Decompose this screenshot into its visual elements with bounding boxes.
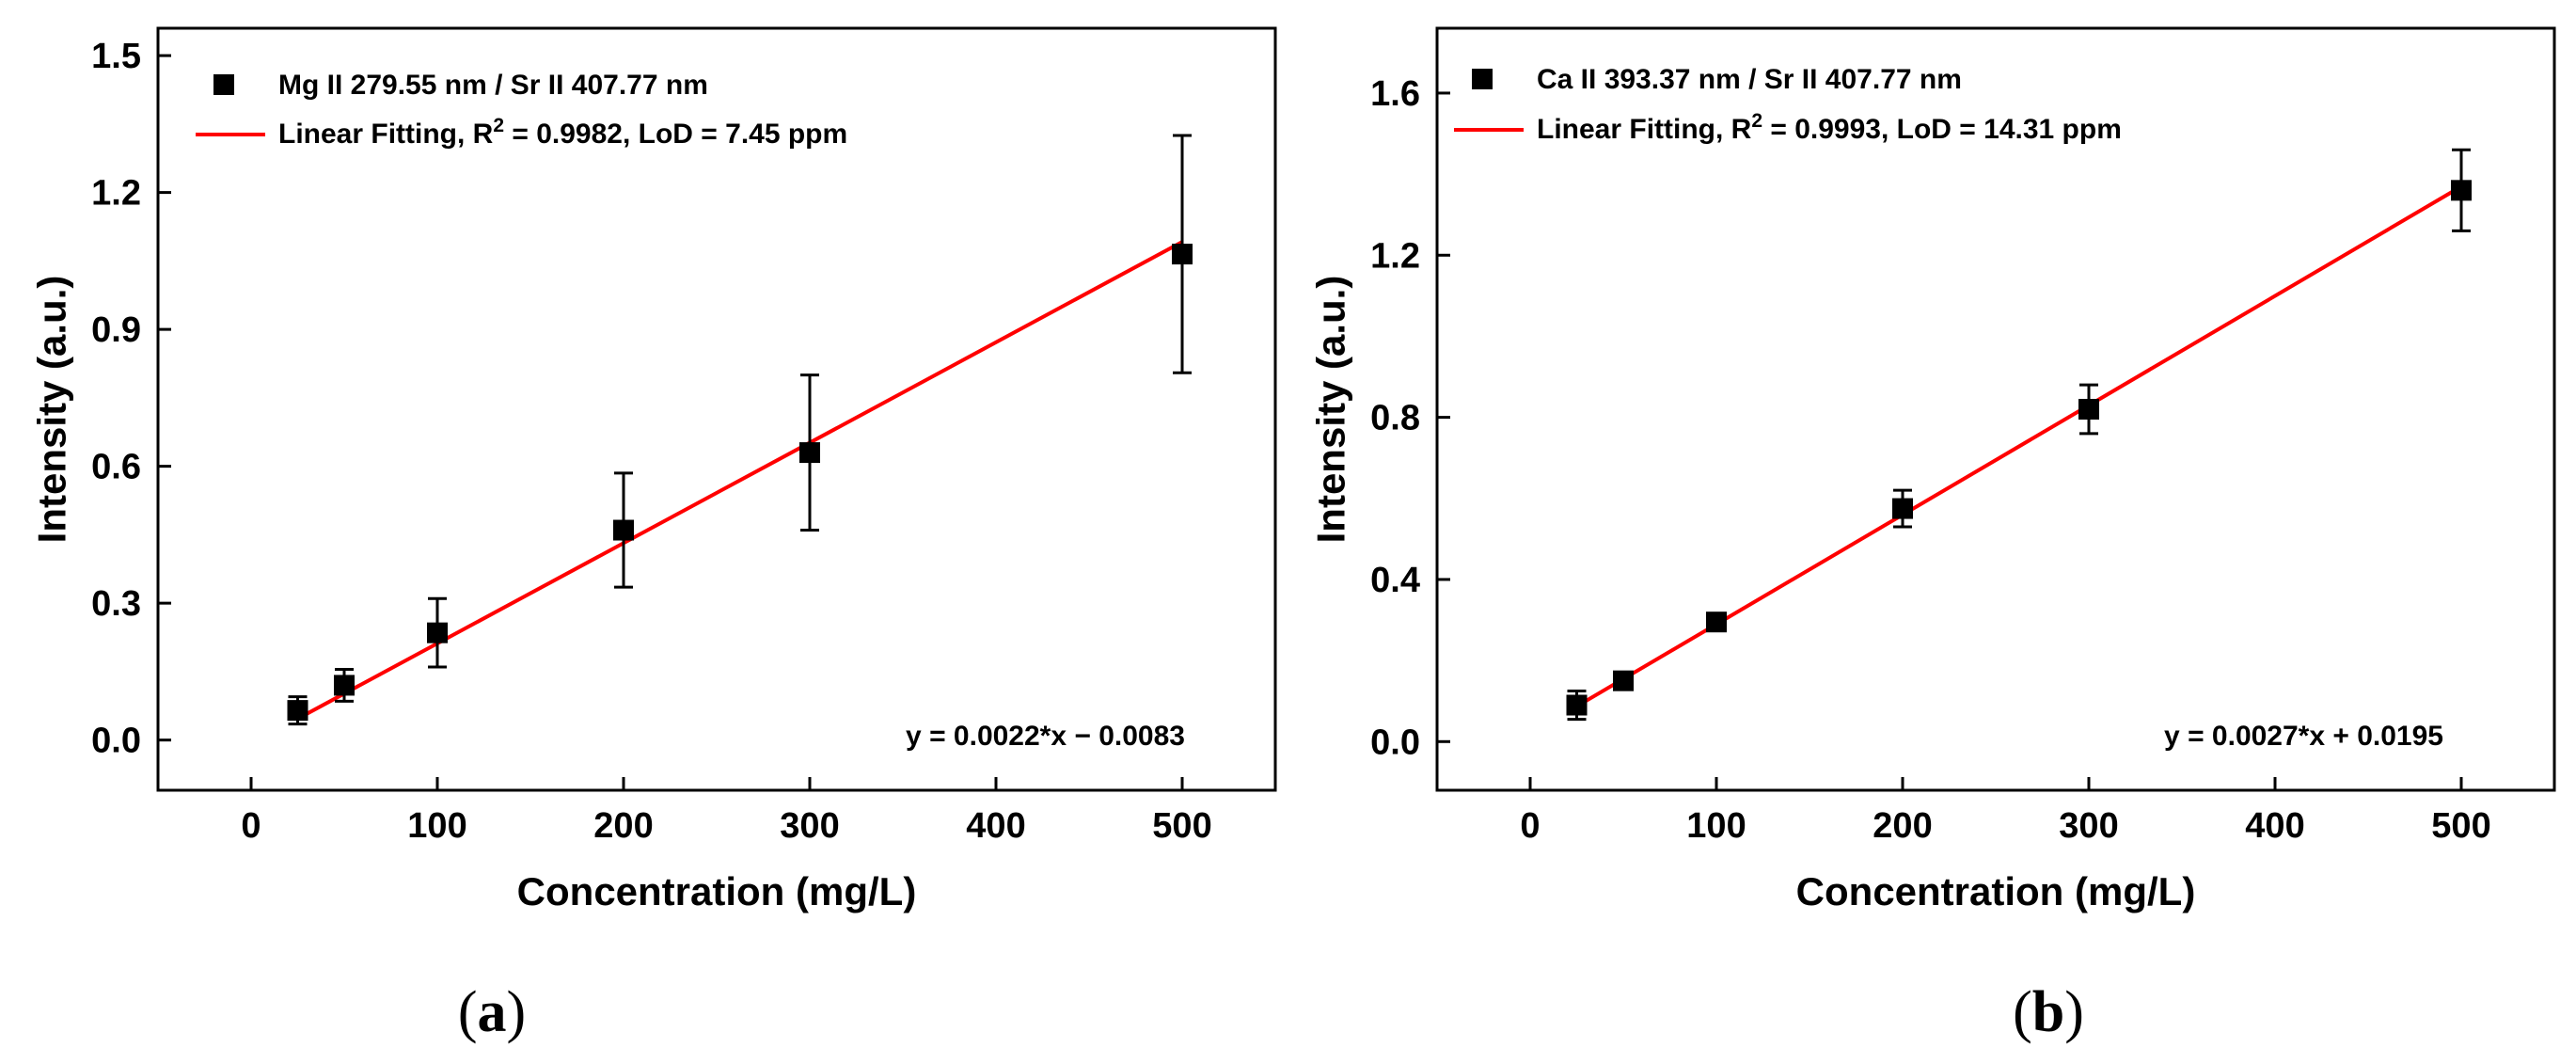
data-point — [2451, 180, 2472, 201]
y-tick-label: 1.2 — [1370, 236, 1420, 276]
x-tick-label: 200 — [593, 806, 653, 846]
legend-marker — [1472, 69, 1493, 89]
y-tick-label: 1.6 — [1370, 74, 1420, 114]
y-tick-label: 0.6 — [91, 448, 141, 487]
data-point — [2078, 399, 2099, 420]
x-tick-label: 100 — [407, 806, 466, 846]
fit-equation: y = 0.0022*x − 0.0083 — [906, 721, 1185, 752]
legend: Mg II 279.55 nm / Sr II 407.77 nm Linear … — [196, 70, 847, 150]
data-point — [1892, 498, 1913, 519]
x-axis-title: Concentration (mg/L) — [517, 869, 917, 913]
chart-panel-a: 0.0 0.3 0.6 0.9 1.2 1.5 0 100 200 300 400 500 Concen… — [30, 26, 1277, 1044]
plot-frame — [156, 26, 1277, 792]
x-tick-label: 300 — [2059, 806, 2118, 846]
y-axis-title: Intensity (a.u.) — [30, 276, 74, 544]
legend-fit-label: Linear Fitting, R2 = 0.9993, LoD = 14.31… — [1537, 110, 2122, 145]
panel-label: (b) — [2013, 980, 2084, 1044]
x-tick-label: 400 — [2245, 806, 2304, 846]
data-point — [613, 519, 634, 541]
data-point — [799, 442, 820, 464]
legend-marker — [213, 74, 234, 95]
y-tick-label: 0.0 — [1370, 723, 1420, 762]
y-tick-label: 0.4 — [1370, 561, 1420, 600]
legend-series-label: Mg II 279.55 nm / Sr II 407.77 nm — [278, 70, 708, 101]
y-tick-label: 0.9 — [91, 310, 141, 350]
panel-label: (a) — [458, 980, 526, 1044]
data-point — [287, 700, 308, 722]
y-axis-title: Intensity (a.u.) — [1309, 276, 1353, 544]
x-tick-label: 500 — [2431, 806, 2490, 846]
x-tick-label: 400 — [966, 806, 1025, 846]
x-tick-label: 500 — [1152, 806, 1211, 846]
x-tick-label: 100 — [1686, 806, 1746, 846]
x-tick-label: 200 — [1873, 806, 1932, 846]
x-axis-title: Concentration (mg/L) — [1796, 869, 2196, 913]
x-tick-label: 300 — [780, 806, 839, 846]
x-tick-label: 0 — [1520, 806, 1540, 846]
data-point — [334, 675, 355, 696]
data-point — [1566, 694, 1588, 716]
legend-fit-label: Linear Fitting, R2 = 0.9982, LoD = 7.45 … — [278, 115, 847, 150]
fit-line — [296, 240, 1183, 721]
data-point — [1706, 611, 1727, 633]
y-tick-label: 0.3 — [91, 584, 141, 624]
y-tick-label: 0.8 — [1370, 399, 1420, 438]
data-point — [427, 622, 448, 643]
y-tick-label: 0.0 — [91, 722, 141, 761]
fit-equation: y = 0.0027*x + 0.0195 — [2164, 721, 2443, 752]
y-tick-label: 1.5 — [91, 37, 141, 76]
chart-panel-b: 0.0 0.4 0.8 1.2 1.6 0 100 200 300 400 500 Concentra… — [1309, 26, 2556, 1044]
plot-frame — [1435, 26, 2556, 792]
x-tick-label: 0 — [241, 806, 261, 846]
legend: Ca II 393.37 nm / Sr II 407.77 nm Linear … — [1454, 64, 2122, 145]
y-tick-label: 1.2 — [91, 174, 141, 214]
data-point — [1172, 244, 1193, 265]
data-point — [1613, 670, 1634, 691]
legend-series-label: Ca II 393.37 nm / Sr II 407.77 nm — [1537, 64, 1962, 95]
